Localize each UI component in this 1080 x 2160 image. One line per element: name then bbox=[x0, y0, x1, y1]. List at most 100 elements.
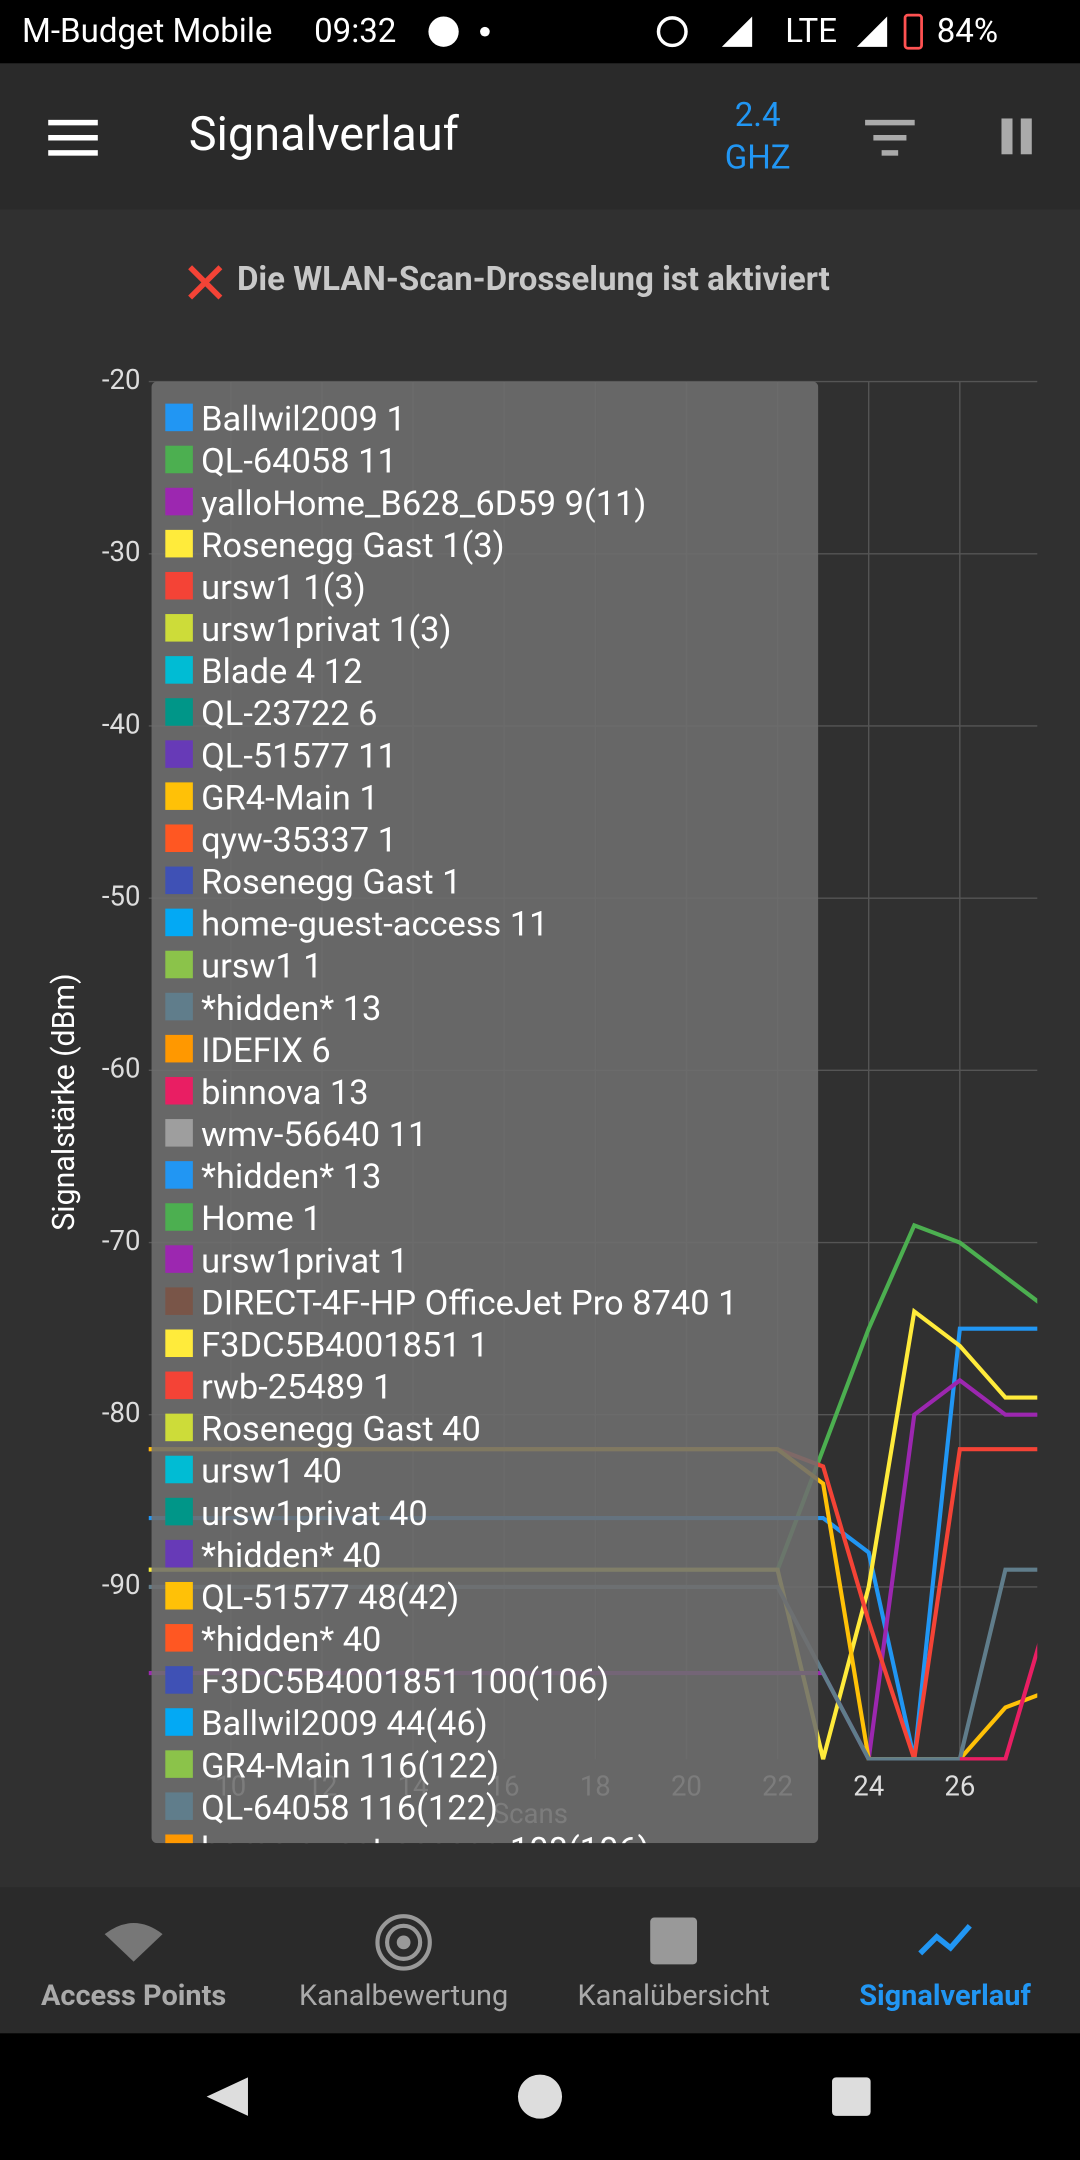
legend-swatch bbox=[165, 1203, 193, 1231]
legend-swatch bbox=[165, 992, 193, 1021]
carrier: M-Budget Mobile bbox=[22, 12, 272, 51]
legend-label: QL-64058 11 bbox=[201, 442, 397, 482]
y-tick-label: -30 bbox=[102, 535, 141, 568]
legend-swatch bbox=[165, 1119, 193, 1147]
legend-label: QL-64058 116(122) bbox=[201, 1788, 498, 1828]
legend: Ballwil2009 1QL-64058 11yalloHome_B628_6… bbox=[151, 381, 819, 1870]
legend-swatch bbox=[165, 1161, 193, 1189]
legend-label: F3DC5B4001851 1 bbox=[201, 1325, 488, 1365]
legend-swatch bbox=[165, 445, 193, 474]
legend-swatch bbox=[165, 1792, 193, 1820]
app-bar bbox=[0, 63, 1080, 210]
legend-swatch bbox=[165, 403, 193, 432]
legend-swatch bbox=[165, 487, 193, 516]
signal-icon bbox=[721, 16, 753, 47]
legend-swatch bbox=[165, 571, 193, 600]
bottom-nav bbox=[0, 1887, 1080, 2034]
legend-label: GR4-Main 116(122) bbox=[201, 1746, 499, 1786]
line-icon bbox=[918, 1924, 972, 1956]
nav-tab[interactable]: Signalverlauf bbox=[859, 1979, 1031, 2013]
nav-tab[interactable]: Access Points bbox=[41, 1979, 226, 2013]
nav-tab[interactable]: Kanalbewertung bbox=[299, 1979, 508, 2013]
legend-label: ursw1 1 bbox=[201, 947, 323, 987]
warning-icon bbox=[188, 265, 223, 300]
filter-button[interactable] bbox=[865, 119, 915, 156]
menu-button[interactable] bbox=[48, 119, 98, 156]
y-tick-label: -20 bbox=[102, 363, 141, 396]
legend-swatch bbox=[165, 1708, 193, 1736]
sync-icon bbox=[656, 16, 688, 48]
legend-box bbox=[151, 381, 819, 1844]
legend-label: binnova 13 bbox=[201, 1073, 368, 1113]
legend-swatch bbox=[165, 1581, 193, 1610]
legend-swatch bbox=[165, 824, 193, 853]
signal-icon-2 bbox=[856, 16, 888, 47]
legend-label: home-guest-access 11 bbox=[201, 905, 548, 945]
legend-swatch bbox=[165, 1666, 193, 1694]
battery-icon bbox=[903, 13, 923, 50]
filter-line bbox=[865, 119, 915, 126]
y-tick-label: -80 bbox=[102, 1396, 141, 1429]
pause-bar bbox=[1001, 118, 1013, 155]
legend-swatch bbox=[165, 1076, 193, 1105]
legend-label: F3DC5B4001851 100(106) bbox=[201, 1662, 609, 1702]
chart: -90-80-70-60-50-40-30-201012141618202224… bbox=[47, 363, 1038, 1870]
app-icon bbox=[428, 16, 459, 47]
legend-swatch bbox=[165, 1371, 193, 1400]
legend-label: Rosenegg Gast 1 bbox=[201, 863, 461, 903]
warning: Die WLAN-Scan-Drosselung ist aktiviert bbox=[237, 260, 830, 299]
network: LTE bbox=[785, 12, 837, 51]
legend-label: wmv-56640 11 bbox=[201, 1115, 427, 1155]
legend-swatch bbox=[165, 614, 193, 642]
legend-label: ursw1 40 bbox=[201, 1452, 342, 1492]
radar-icon bbox=[375, 1914, 432, 1971]
legend-label: *hidden* 13 bbox=[201, 989, 381, 1029]
filter-line bbox=[881, 150, 899, 156]
y-tick-label: -40 bbox=[102, 707, 141, 740]
wifi-icon bbox=[104, 1923, 163, 1962]
legend-swatch bbox=[165, 740, 193, 768]
legend-swatch bbox=[165, 1329, 193, 1358]
menu-bar bbox=[48, 150, 98, 156]
battery: 84% bbox=[937, 12, 998, 51]
legend-swatch bbox=[165, 1750, 193, 1778]
pause-bar bbox=[1020, 118, 1032, 155]
legend-label: *hidden* 40 bbox=[201, 1536, 381, 1576]
legend-label: GR4-Main 1 bbox=[201, 778, 379, 818]
legend-swatch bbox=[165, 698, 193, 726]
legend-swatch bbox=[165, 1624, 193, 1652]
legend-swatch bbox=[165, 1034, 193, 1063]
legend-swatch bbox=[165, 1413, 193, 1442]
y-tick-label: -70 bbox=[102, 1224, 141, 1257]
legend-label: *hidden* 40 bbox=[201, 1620, 381, 1660]
series-line bbox=[959, 1643, 1038, 1761]
pause-button[interactable] bbox=[1001, 118, 1032, 155]
legend-label: Blade 4 12 bbox=[201, 652, 362, 692]
clock: 09:32 bbox=[314, 12, 396, 51]
legend-label: Ballwil2009 44(46) bbox=[201, 1704, 488, 1744]
legend-label: rwb-25489 1 bbox=[201, 1368, 392, 1408]
radar-icon bbox=[396, 1935, 411, 1950]
filter-line bbox=[873, 135, 907, 141]
legend-swatch bbox=[165, 1287, 193, 1315]
legend-label: ursw1privat 40 bbox=[201, 1494, 428, 1534]
legend-swatch bbox=[165, 866, 193, 895]
legend-swatch bbox=[165, 1455, 193, 1484]
dot bbox=[480, 26, 490, 37]
status-bar bbox=[0, 0, 1080, 64]
back-button[interactable] bbox=[206, 2077, 248, 2116]
legend-swatch bbox=[165, 656, 193, 684]
legend-label: QL-23722 6 bbox=[201, 694, 377, 734]
recents-button[interactable] bbox=[832, 2077, 871, 2116]
home-button[interactable] bbox=[517, 2074, 563, 2119]
legend-label: Ballwil2009 1 bbox=[201, 400, 406, 440]
legend-label: home-guest-access 108(106) bbox=[201, 1830, 650, 1870]
band-button[interactable]: 2.4 GHZ bbox=[725, 96, 791, 178]
nav-tab[interactable]: Kanalübersicht bbox=[577, 1979, 769, 2013]
legend-swatch bbox=[165, 908, 193, 937]
legend-label: ursw1 1(3) bbox=[201, 568, 366, 608]
legend-label: ursw1privat 1 bbox=[201, 1241, 408, 1281]
legend-swatch bbox=[165, 1539, 193, 1568]
